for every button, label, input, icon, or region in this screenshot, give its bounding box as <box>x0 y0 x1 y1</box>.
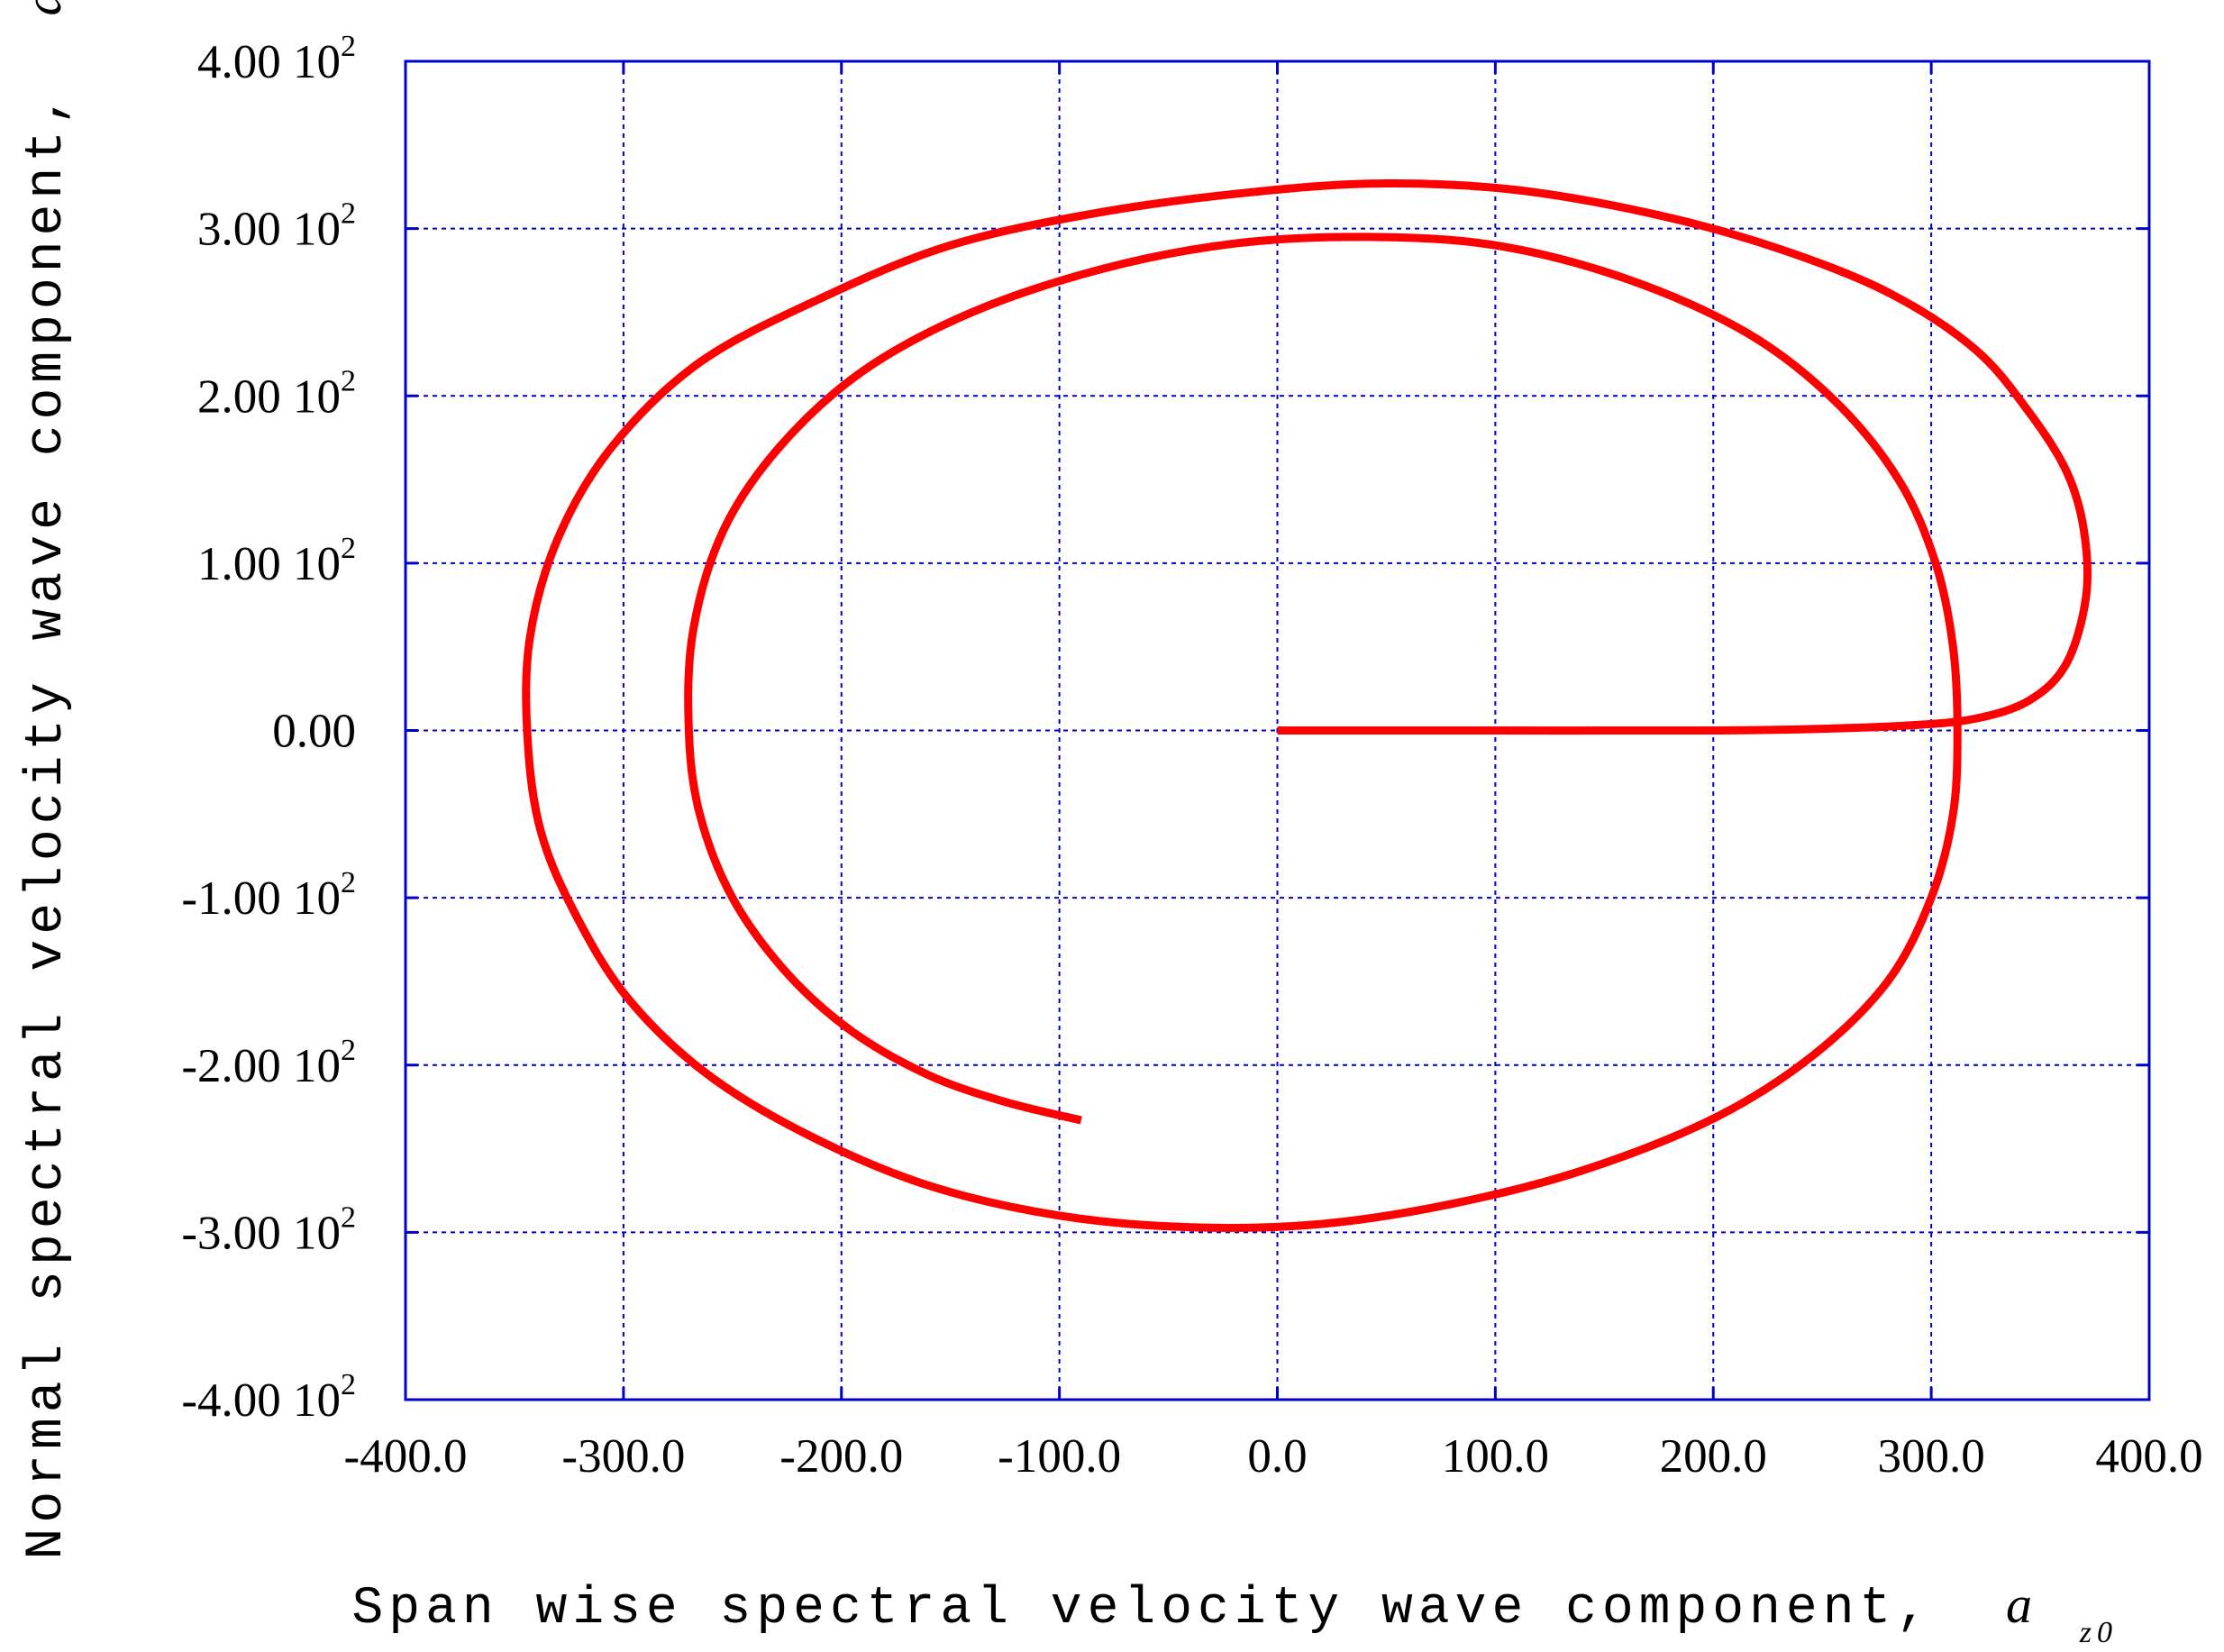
y-tick-label: -2.00 102 <box>181 1034 356 1092</box>
y-axis-title: Normal spectral velocity wave component,… <box>14 0 87 1559</box>
y-axis-title-text: Normal spectral velocity wave component, <box>18 88 77 1559</box>
x-tick-label: 300.0 <box>1878 1430 1985 1483</box>
y-tick-mantissa: -1.00 10 <box>181 872 341 925</box>
x-tick-label: -400.0 <box>344 1430 468 1483</box>
y-tick-mantissa: 0.00 <box>272 706 356 758</box>
y-tick-label: -4.00 102 <box>181 1368 356 1427</box>
y-tick-label: -1.00 102 <box>181 866 356 925</box>
x-tick-label: 200.0 <box>1660 1430 1767 1483</box>
y-tick-label: 3.00 102 <box>197 197 356 256</box>
x-tick-label: 100.0 <box>1442 1430 1549 1483</box>
y-tick-exponent: 2 <box>341 364 356 397</box>
x-tick-label: 400.0 <box>2095 1430 2202 1483</box>
x-tick-label: 0.0 <box>1247 1430 1307 1483</box>
y-tick-exponent: 2 <box>341 532 356 565</box>
y-tick-label: 0.00 <box>272 706 356 758</box>
y-tick-label: -3.00 102 <box>181 1200 356 1259</box>
y-tick-mantissa: -2.00 10 <box>181 1040 341 1092</box>
y-tick-exponent: 2 <box>341 866 356 899</box>
y-axis-symbol: a <box>14 0 72 15</box>
y-tick-exponent: 2 <box>341 30 356 63</box>
x-axis-title: Span wise spectral velocity wave compone… <box>351 1575 2118 1649</box>
x-axis-title-text: Span wise spectral velocity wave compone… <box>351 1580 1933 1638</box>
y-tick-mantissa: 2.00 10 <box>197 370 341 423</box>
y-tick-mantissa: 4.00 10 <box>197 36 341 88</box>
y-tick-mantissa: 3.00 10 <box>197 204 341 256</box>
y-tick-label: 2.00 102 <box>197 364 356 423</box>
x-tick-label: -200.0 <box>779 1430 903 1483</box>
x-axis-symbol: a <box>2006 1575 2037 1634</box>
y-tick-exponent: 2 <box>341 197 356 231</box>
x-tick-label: -100.0 <box>998 1430 1121 1483</box>
y-tick-label: 4.00 102 <box>197 30 356 88</box>
y-tick-label: 1.00 102 <box>197 532 356 590</box>
x-tick-label: -300.0 <box>561 1430 685 1483</box>
y-tick-exponent: 2 <box>341 1368 356 1401</box>
x-axis-subscript: z0 <box>2079 1616 2118 1649</box>
series-layer <box>522 178 2092 1233</box>
tick-marks <box>404 59 2151 1401</box>
series-line <box>522 178 2092 1233</box>
y-tick-mantissa: 1.00 10 <box>197 538 341 590</box>
y-tick-mantissa: -3.00 10 <box>181 1207 341 1259</box>
y-tick-exponent: 2 <box>341 1200 356 1234</box>
x-tick-labels: -400.0 -300.0 -200.0 -100.0 0.0 100.0 200.0 300… <box>344 1430 2203 1483</box>
y-tick-exponent: 2 <box>341 1034 356 1067</box>
y-tick-mantissa: -4.00 10 <box>181 1374 341 1427</box>
